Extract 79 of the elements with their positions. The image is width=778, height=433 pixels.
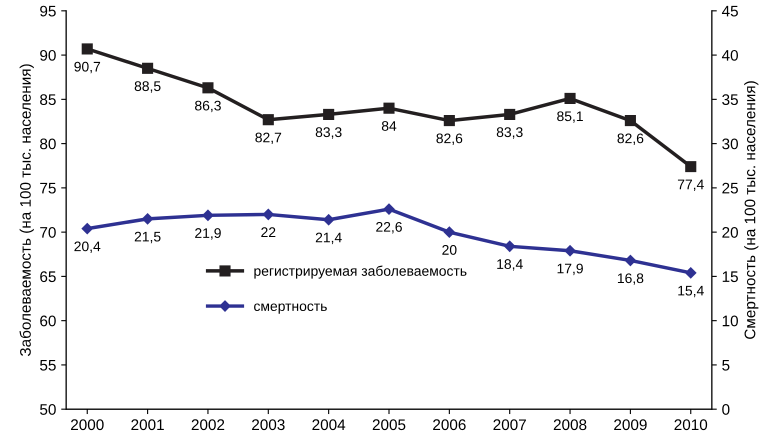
- y2-tick-label: 25: [722, 182, 738, 194]
- point: [564, 92, 576, 104]
- y-tick-label: 75: [40, 182, 56, 194]
- y-tick-label: 65: [40, 271, 56, 282]
- y-tick-label: 70: [40, 227, 56, 238]
- point: [383, 102, 395, 114]
- x-tick-label: 2005: [372, 419, 406, 430]
- point: [504, 108, 516, 120]
- point: [323, 108, 334, 120]
- point: [444, 115, 455, 126]
- point: [444, 226, 455, 238]
- y2-tick-label: 30: [722, 138, 738, 150]
- point: [262, 208, 274, 220]
- point: [82, 222, 93, 234]
- data-label: 17,9: [558, 264, 583, 276]
- point: [323, 214, 334, 226]
- data-label: 86,3: [195, 100, 221, 112]
- x-tick-label: 2008: [554, 419, 586, 430]
- data-label: 82,7: [255, 132, 282, 144]
- legend-label: смертность: [254, 303, 327, 314]
- point: [202, 210, 214, 221]
- data-label: 88,5: [134, 81, 161, 93]
- point: [685, 267, 696, 278]
- data-label: 20: [442, 245, 457, 255]
- x-tick-label: 2010: [674, 419, 708, 430]
- data-label: 20,4: [74, 241, 100, 253]
- data-label: 84: [382, 121, 396, 131]
- data-label: 16,8: [618, 273, 644, 285]
- y-tick-label: 90: [40, 50, 56, 61]
- x-tick-label: 2003: [252, 419, 285, 430]
- data-label: 21,5: [134, 232, 161, 244]
- y2-tick-label: 15: [722, 271, 738, 282]
- x-tick-label: 2002: [192, 419, 224, 430]
- data-label: 82,6: [436, 133, 462, 145]
- y2-axis-title: Смертность (на 100 тыс. населения): [744, 81, 758, 339]
- data-label: 82,6: [617, 133, 644, 145]
- y-axis-title: Заболеваемость (на 100 тыс. населения): [19, 64, 34, 356]
- data-label: 21,9: [195, 228, 221, 240]
- point: [142, 213, 154, 224]
- point: [564, 245, 576, 256]
- y2-tick-label: 20: [722, 227, 738, 238]
- point: [624, 115, 636, 126]
- point: [262, 114, 274, 126]
- y2-tick-label: 5: [722, 360, 730, 371]
- y2-tick-label: 45: [722, 6, 738, 17]
- y-tick-label: 85: [40, 94, 56, 106]
- y2-tick-label: 35: [722, 94, 738, 106]
- y-tick-label: 95: [40, 6, 56, 17]
- y-tick-label: 55: [40, 360, 56, 371]
- legend-label: регистрируемая заболеваемость: [254, 266, 466, 279]
- data-label: 22: [261, 227, 276, 237]
- y2-tick-label: 10: [722, 316, 738, 326]
- point: [82, 43, 93, 54]
- data-label: 18,4: [497, 259, 523, 271]
- data-label: 22,6: [376, 222, 402, 234]
- y2-tick-label: 0: [722, 404, 730, 415]
- point: [202, 82, 214, 94]
- y-tick-label: 60: [40, 316, 56, 326]
- data-label: 83,3: [496, 127, 523, 139]
- point: [504, 240, 516, 252]
- data-label: 77,4: [678, 180, 704, 191]
- x-tick-label: 2000: [71, 419, 104, 430]
- x-tick-label: 2007: [493, 419, 526, 430]
- data-label: 83,3: [316, 127, 342, 139]
- point: [383, 204, 395, 215]
- data-label: 21,4: [316, 232, 342, 244]
- data-label: 85,1: [557, 111, 583, 123]
- y-tick-label: 80: [40, 138, 56, 150]
- point: [142, 62, 154, 74]
- data-label: 15,4: [678, 286, 704, 298]
- x-tick-label: 2004: [312, 419, 346, 430]
- x-tick-label: 2001: [131, 419, 164, 430]
- x-tick-label: 2006: [433, 419, 466, 430]
- point: [624, 254, 636, 266]
- y-tick-label: 50: [40, 404, 56, 415]
- point: [685, 161, 696, 172]
- data-label: 90,7: [74, 62, 100, 74]
- x-tick-label: 2009: [614, 419, 647, 430]
- y2-tick-label: 40: [722, 50, 738, 61]
